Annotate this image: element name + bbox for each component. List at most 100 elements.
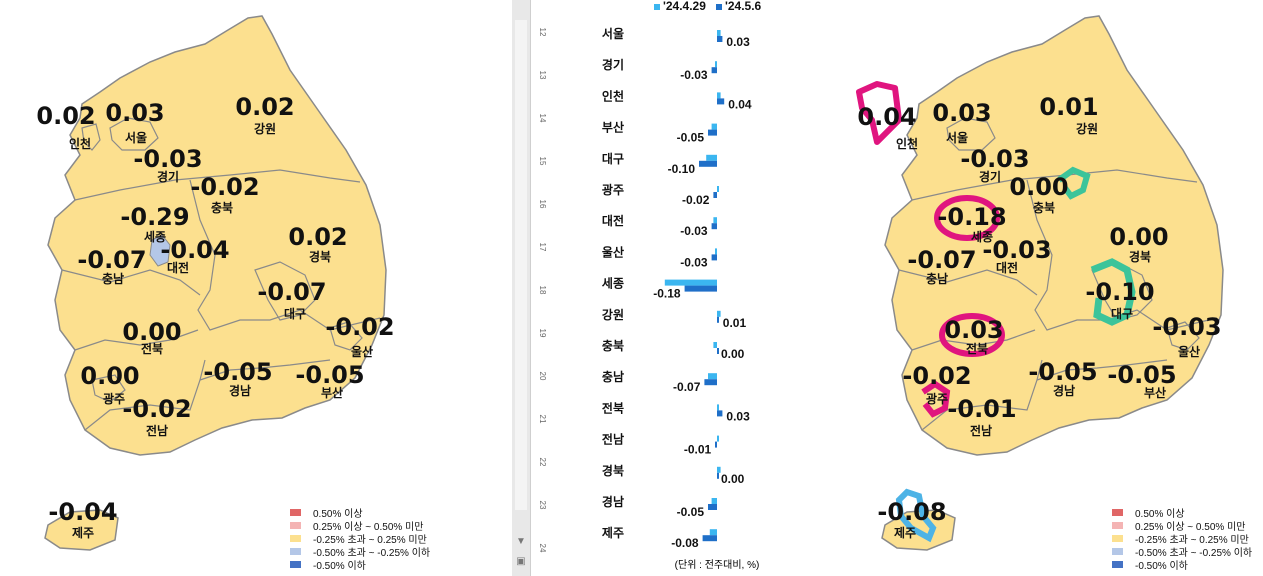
scrollbar-track[interactable]: [515, 20, 527, 510]
right-legend-row: -0.50% 이하: [1112, 558, 1252, 572]
bar-value-label: -0.02: [682, 193, 710, 207]
row-number: 23: [538, 501, 547, 510]
bar-0-6: [713, 217, 717, 224]
category-label: 경북: [602, 464, 624, 478]
bar-value-label: -0.03: [680, 68, 708, 82]
right-value-gangwon: 0.01: [1039, 93, 1098, 121]
right-value-incheon: 0.04: [857, 103, 916, 131]
bar-value-label: -0.03: [680, 224, 708, 238]
right-label-gyeongbuk: 경북: [1129, 250, 1151, 264]
left-value-ulsan: -0.02: [325, 313, 394, 341]
bar-1-6: [711, 223, 717, 230]
right-value-jeju: -0.08: [877, 498, 946, 526]
bar-0-1: [715, 61, 717, 68]
left-label-jeonbuk: 전북: [141, 341, 163, 356]
right-value-chungbuk: 0.00: [1009, 173, 1068, 201]
right-value-seoul: 0.03: [932, 99, 991, 127]
chart-legend-swatch-0: [654, 4, 660, 10]
bar-chart-panel: ▼ ▣ '24.4.29 '24.5.6 12 13 14 15 16 17 18 19 20 21 2…: [512, 0, 842, 576]
chart-legend-label-0: '24.4.29: [663, 0, 706, 13]
bar-0-10: [713, 342, 717, 348]
category-label: 부산: [602, 120, 624, 135]
right-label-gangwon: 강원: [1076, 122, 1098, 136]
left-korea-map: 0.03서울0.02인천-0.03경기0.02강원-0.02충북-0.29세종-…: [36, 15, 395, 551]
bar-0-5: [717, 186, 719, 192]
bar-1-7: [711, 254, 717, 261]
right-legend-swatch: [1112, 509, 1123, 516]
row-number: 18: [538, 286, 547, 295]
left-mainland-shape: [47, 15, 387, 456]
bar-1-5: [713, 192, 717, 198]
daegu-highlight-mark: [1090, 258, 1136, 326]
bar-value-label: -0.07: [673, 380, 701, 394]
row-number: 17: [538, 243, 547, 252]
bar-value-label: -0.08: [671, 536, 699, 550]
left-label-sejong: 세종: [144, 229, 166, 244]
bar-1-15: [708, 504, 717, 510]
bar-value-label: -0.01: [684, 443, 712, 457]
vertical-scrollbar[interactable]: ▼ ▣: [512, 0, 531, 576]
bar-1-10: [717, 348, 719, 354]
bar-1-2: [717, 98, 725, 105]
left-label-seoul: 서울: [125, 130, 147, 145]
bar-value-label: 0.00: [721, 472, 745, 486]
left-value-sejong: -0.29: [120, 203, 189, 231]
right-label-incheon: 인천: [896, 136, 918, 151]
category-label: 대전: [602, 213, 624, 228]
left-label-busan: 부산: [321, 385, 343, 400]
right-legend-swatch: [1112, 561, 1123, 568]
category-label: 인천: [602, 88, 624, 103]
row-number: 22: [538, 458, 547, 467]
right-value-gyeongnam: -0.05: [1028, 358, 1097, 386]
bar-1-4: [699, 160, 717, 167]
right-label-chungnam: 충남: [926, 271, 948, 286]
jeonbuk-highlight-mark: [939, 313, 1005, 357]
left-jeju-shape: [44, 509, 119, 551]
category-label: 충북: [602, 338, 624, 353]
row-number: 13: [538, 71, 547, 80]
left-value-gangwon: 0.02: [235, 93, 294, 121]
scroll-corner-icon[interactable]: ▣: [516, 556, 526, 567]
scroll-down-arrow-icon[interactable]: ▼: [516, 536, 526, 547]
left-value-chungbuk: -0.02: [190, 173, 259, 201]
left-value-gyeonggi: -0.03: [133, 145, 202, 173]
left-label-jeonnam: 전남: [146, 423, 168, 438]
bar-0-11: [708, 373, 717, 380]
left-label-gyeongbuk: 경북: [309, 250, 331, 264]
bar-0-15: [711, 498, 717, 504]
left-legend-swatch: [290, 522, 301, 529]
bar-1-11: [704, 379, 717, 386]
left-value-jeju: -0.04: [48, 498, 117, 526]
bar-chart-svg: '24.4.29 '24.5.6 12 13 14 15 16 17 18 19 20 21 22 23 2…: [538, 0, 762, 571]
right-legend: 0.50% 이상 0.25% 이상 ~ 0.50% 미만 -0.25% 초과 ~ 0…: [1112, 506, 1252, 572]
bar-value-label: 0.00: [721, 347, 745, 361]
bar-1-14: [717, 472, 719, 479]
left-label-daejeon: 대전: [167, 260, 189, 275]
bar-1-13: [715, 441, 717, 448]
bar-0-0: [717, 30, 721, 36]
bar-1-9: [717, 316, 719, 323]
right-legend-row: -0.25% 초과 ~ 0.25% 미만: [1112, 532, 1252, 546]
left-label-gwangju: 광주: [103, 391, 125, 406]
right-map-panel: 0.03 서울 0.04 인천 -0.03 경기 0.01 강원 0.00 충북 -0.18 세종 -0…: [842, 0, 1263, 576]
bar-0-14: [717, 466, 721, 473]
bar-0-16: [709, 529, 717, 536]
left-map-panel: 0.03 서울 0.02 인천 -0.03 경기 0.02 강원 -0.02 충북 -0.29 세종 -…: [0, 0, 512, 576]
left-value-jeonnam: -0.02: [122, 395, 191, 423]
bar-value-label: -0.18: [653, 287, 681, 301]
left-legend-row: -0.50% 초과 ~ -0.25% 이하: [290, 545, 430, 559]
bar-0-4: [706, 154, 717, 161]
left-label-ulsan: 울산: [351, 344, 373, 359]
left-sejong-shape: [149, 234, 171, 267]
row-number: 15: [538, 157, 547, 166]
row-number: 14: [538, 114, 547, 123]
left-borders: [61, 169, 381, 431]
row-number: 16: [538, 200, 547, 209]
left-legend-label: 0.50% 이상: [313, 509, 363, 520]
category-label: 강원: [602, 308, 624, 322]
incheon-highlight-mark: [856, 81, 902, 145]
left-value-busan: -0.05: [295, 361, 364, 389]
right-value-chungnam: -0.07: [907, 246, 976, 274]
chart-legend-label-1: '24.5.6: [725, 0, 762, 13]
gwangju-highlight-mark: [921, 380, 951, 418]
